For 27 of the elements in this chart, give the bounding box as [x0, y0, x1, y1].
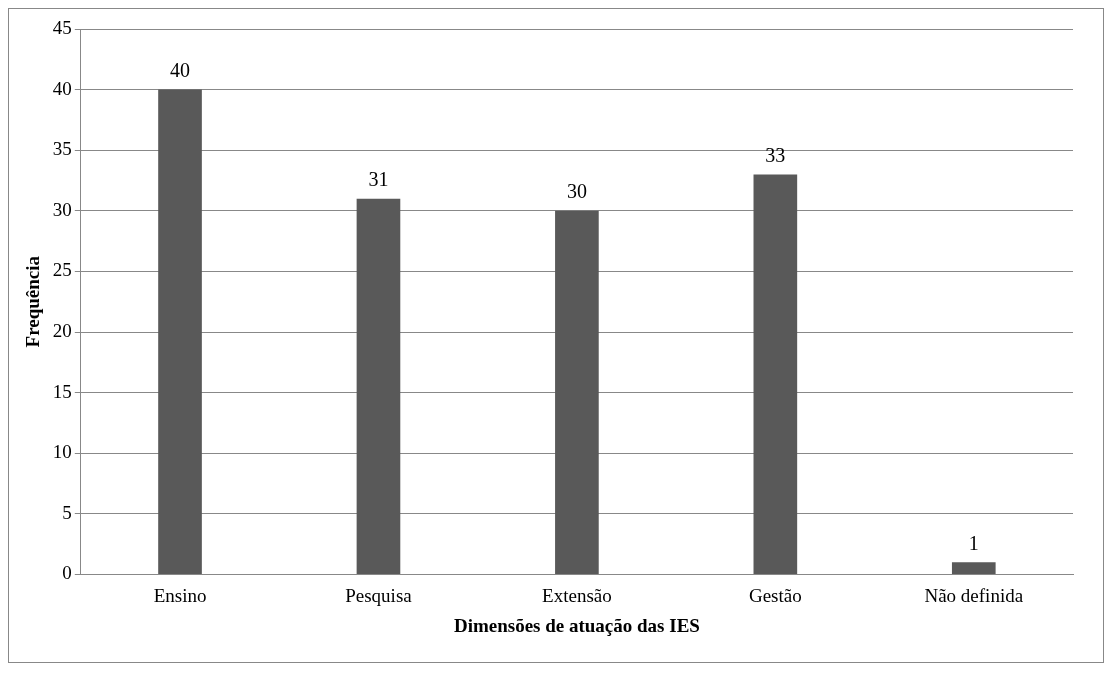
y-tick-label: 0	[62, 562, 72, 584]
x-tick-label: Extensão	[542, 584, 612, 606]
y-axis-title: Frequência	[22, 255, 44, 348]
x-tick-label: Pesquisa	[345, 584, 413, 606]
y-tick-label: 5	[62, 501, 72, 523]
data-label: 40	[170, 58, 191, 81]
y-tick-label: 25	[52, 259, 72, 281]
y-tick-label: 35	[52, 138, 72, 160]
bar	[555, 210, 599, 574]
y-tick-label: 20	[52, 319, 72, 341]
data-label: 30	[566, 180, 587, 203]
bar	[158, 89, 202, 574]
data-label: 1	[968, 531, 979, 554]
x-tick-label: Ensino	[153, 584, 207, 606]
bar	[356, 198, 401, 574]
y-tick-label: 10	[52, 441, 72, 463]
x-tick-label: Gestão	[748, 584, 802, 606]
bar	[753, 174, 798, 574]
x-axis-title: Dimensões de atuação das IES	[453, 614, 700, 636]
data-label: 31	[368, 167, 389, 190]
y-tick-label: 15	[52, 380, 72, 402]
y-tick-label: 40	[52, 77, 72, 99]
x-tick-label: Não definida	[924, 584, 1024, 606]
data-label: 33	[765, 143, 786, 166]
bar	[951, 562, 996, 574]
y-tick-label: 45	[52, 16, 72, 38]
y-tick-label: 30	[52, 198, 72, 220]
